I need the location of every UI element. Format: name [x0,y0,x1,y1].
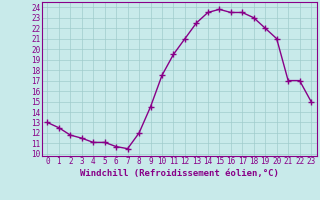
X-axis label: Windchill (Refroidissement éolien,°C): Windchill (Refroidissement éolien,°C) [80,169,279,178]
